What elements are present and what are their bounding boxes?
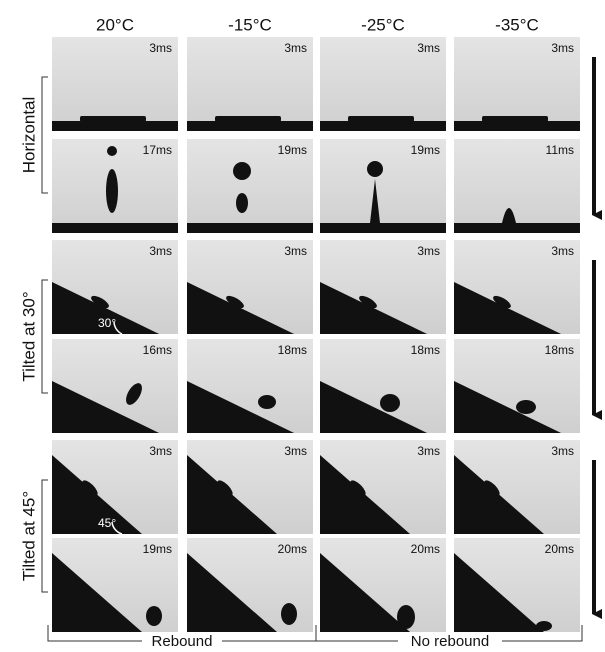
column-header: 20°C <box>96 15 134 34</box>
time-label: 3ms <box>149 444 172 458</box>
photo-panel: 3ms <box>454 440 580 534</box>
photo-panel: 3ms <box>454 240 580 334</box>
photo-panel: 3ms <box>187 440 313 534</box>
group-bracket <box>42 77 48 193</box>
photo-panel: 18ms <box>187 339 313 433</box>
time-label: 3ms <box>149 41 172 55</box>
photo-panel: 17ms <box>52 139 178 233</box>
column-header: -15°C <box>228 15 272 34</box>
photo-panel: 3ms30° <box>52 240 178 334</box>
ground <box>52 223 178 233</box>
bottom-label: Rebound <box>152 633 213 650</box>
time-label: 3ms <box>417 244 440 258</box>
ground <box>187 121 313 131</box>
droplet <box>536 621 552 631</box>
droplet <box>516 400 536 414</box>
ground <box>320 223 446 233</box>
group-label: Tilted at 45° <box>19 491 38 581</box>
time-label: 19ms <box>278 143 307 157</box>
group-label: Tilted at 30° <box>19 291 38 381</box>
photo-panel: 19ms <box>52 538 178 632</box>
photo-panel: 20ms <box>320 538 446 632</box>
time-label: 19ms <box>411 143 440 157</box>
photo-panel: 11ms <box>454 139 580 233</box>
photo-panel: 20ms <box>454 538 580 632</box>
time-label: 3ms <box>551 41 574 55</box>
photo-panel: 3ms <box>320 37 446 131</box>
photo-panel: 3ms <box>320 240 446 334</box>
time-label: 16ms <box>143 343 172 357</box>
time-label: 3ms <box>284 244 307 258</box>
photo-panel: 19ms <box>320 139 446 233</box>
time-label: 3ms <box>284 41 307 55</box>
photo-panel: 19ms <box>187 139 313 233</box>
ground <box>454 223 580 233</box>
ground <box>320 121 446 131</box>
photo-panel: 18ms <box>320 339 446 433</box>
time-label: 18ms <box>411 343 440 357</box>
spread-film <box>348 116 414 122</box>
spread-film <box>482 116 548 122</box>
photo-panel: 20ms <box>187 538 313 632</box>
photo-panel: 3ms <box>320 440 446 534</box>
group-label: Horizontal <box>19 97 38 174</box>
figure: 20°C -15°C -25°C -35°C 3ms 3ms 3ms 3ms 17ms 19ms 1… <box>0 0 605 652</box>
bottom-label: No rebound <box>411 633 489 650</box>
time-label: 3ms <box>417 41 440 55</box>
photo-panel: 18ms <box>454 339 580 433</box>
group-bracket <box>42 280 48 393</box>
photo-panel: 16ms <box>52 339 178 433</box>
time-label: 20ms <box>278 542 307 556</box>
time-label: 19ms <box>143 542 172 556</box>
time-label: 3ms <box>417 444 440 458</box>
photo-panel: 3ms <box>187 37 313 131</box>
droplet <box>397 605 415 629</box>
time-label: 3ms <box>149 244 172 258</box>
time-label: 3ms <box>551 444 574 458</box>
droplet <box>258 395 276 409</box>
time-label: 18ms <box>545 343 574 357</box>
ground <box>187 223 313 233</box>
photo-panel: 3ms <box>52 37 178 131</box>
time-label: 3ms <box>284 444 307 458</box>
droplet <box>146 606 162 626</box>
time-label: 3ms <box>551 244 574 258</box>
group-bracket <box>42 480 48 592</box>
column-header: -25°C <box>361 15 405 34</box>
time-label: 20ms <box>411 542 440 556</box>
ground <box>52 121 178 131</box>
time-label: 20ms <box>545 542 574 556</box>
photo-panel: 3ms <box>187 240 313 334</box>
droplet <box>380 394 400 412</box>
photo-panel: 3ms <box>454 37 580 131</box>
spread-film <box>215 116 281 122</box>
spread-film <box>80 116 146 122</box>
time-label: 18ms <box>278 343 307 357</box>
time-label: 11ms <box>546 143 574 157</box>
column-header: -35°C <box>495 15 539 34</box>
time-label: 17ms <box>143 143 172 157</box>
ground <box>454 121 580 131</box>
droplet <box>281 603 297 625</box>
